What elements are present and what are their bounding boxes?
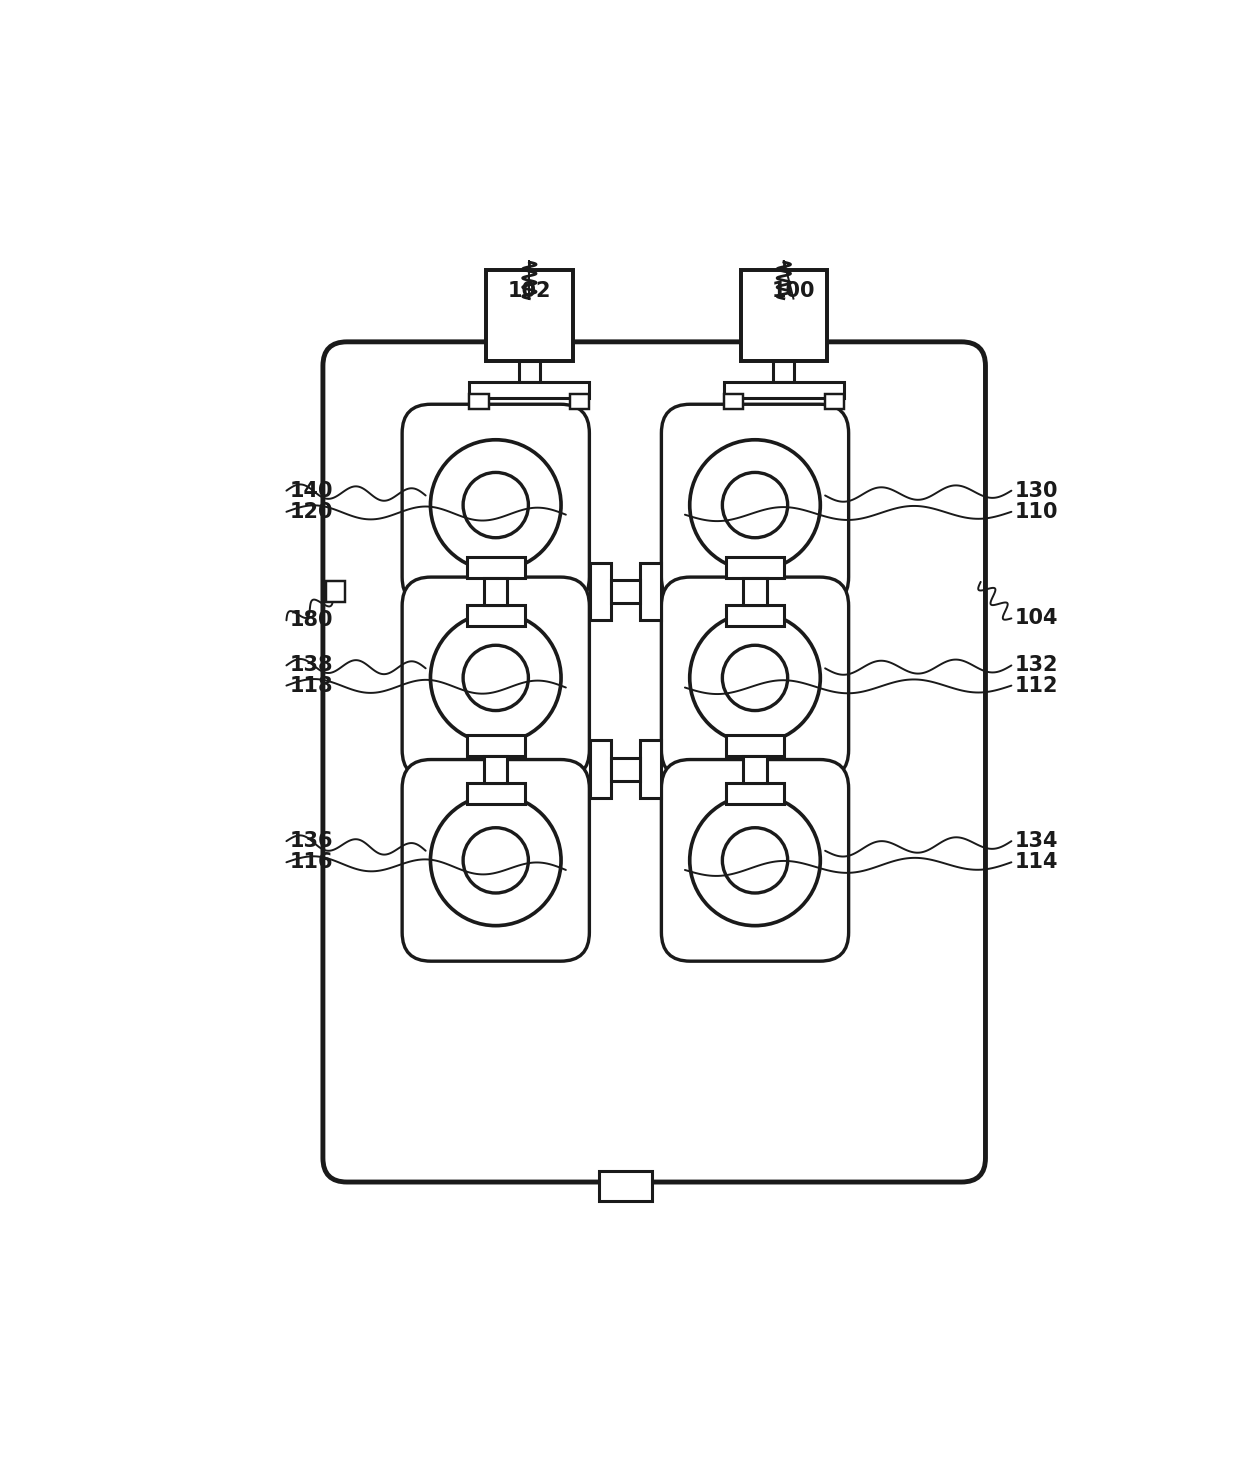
- Bar: [570, 394, 590, 409]
- Text: 132: 132: [1015, 655, 1058, 676]
- Bar: [519, 361, 540, 383]
- Text: 118: 118: [290, 676, 333, 695]
- Text: 100: 100: [772, 281, 815, 301]
- Bar: [470, 383, 590, 397]
- FancyBboxPatch shape: [403, 578, 590, 778]
- Circle shape: [463, 828, 528, 893]
- Bar: [639, 740, 660, 798]
- Bar: [639, 563, 660, 620]
- Text: 102: 102: [508, 281, 551, 301]
- Bar: [773, 361, 794, 383]
- Bar: [724, 383, 844, 397]
- Text: 112: 112: [1015, 676, 1058, 695]
- Text: 130: 130: [1015, 481, 1058, 501]
- Bar: [724, 394, 743, 409]
- Bar: [467, 783, 524, 803]
- Bar: [467, 557, 524, 578]
- Text: 114: 114: [1015, 852, 1058, 872]
- Bar: [726, 783, 784, 803]
- Bar: [726, 557, 784, 578]
- Text: 104: 104: [1015, 608, 1058, 629]
- Circle shape: [463, 472, 528, 538]
- Bar: [743, 755, 767, 783]
- FancyBboxPatch shape: [662, 759, 849, 962]
- Bar: [741, 270, 828, 361]
- Bar: [611, 581, 639, 603]
- Bar: [467, 605, 524, 626]
- Bar: [484, 578, 507, 605]
- Bar: [326, 581, 344, 603]
- Text: 110: 110: [1015, 501, 1058, 522]
- Bar: [611, 758, 639, 781]
- Text: 140: 140: [290, 481, 333, 501]
- Bar: [467, 734, 524, 755]
- Text: 116: 116: [290, 852, 333, 872]
- Text: 136: 136: [290, 831, 333, 852]
- Text: 120: 120: [290, 501, 333, 522]
- Circle shape: [690, 440, 820, 570]
- FancyBboxPatch shape: [662, 405, 849, 605]
- Circle shape: [722, 828, 788, 893]
- Bar: [743, 578, 767, 605]
- Bar: [590, 563, 611, 620]
- Circle shape: [430, 795, 561, 925]
- Text: 138: 138: [290, 655, 333, 676]
- FancyBboxPatch shape: [403, 405, 590, 605]
- Bar: [726, 734, 784, 755]
- Bar: [825, 394, 844, 409]
- FancyBboxPatch shape: [323, 342, 985, 1182]
- Bar: [486, 270, 572, 361]
- Circle shape: [463, 645, 528, 711]
- FancyBboxPatch shape: [403, 759, 590, 962]
- Bar: [726, 605, 784, 626]
- Text: 134: 134: [1015, 831, 1058, 852]
- Circle shape: [722, 645, 788, 711]
- FancyBboxPatch shape: [662, 578, 849, 778]
- Circle shape: [722, 472, 788, 538]
- Bar: [590, 740, 611, 798]
- Text: 180: 180: [290, 610, 333, 630]
- Circle shape: [430, 440, 561, 570]
- Circle shape: [690, 795, 820, 925]
- Circle shape: [690, 613, 820, 743]
- Bar: [484, 755, 507, 783]
- Circle shape: [430, 613, 561, 743]
- Bar: [470, 394, 488, 409]
- Bar: [598, 1170, 652, 1201]
